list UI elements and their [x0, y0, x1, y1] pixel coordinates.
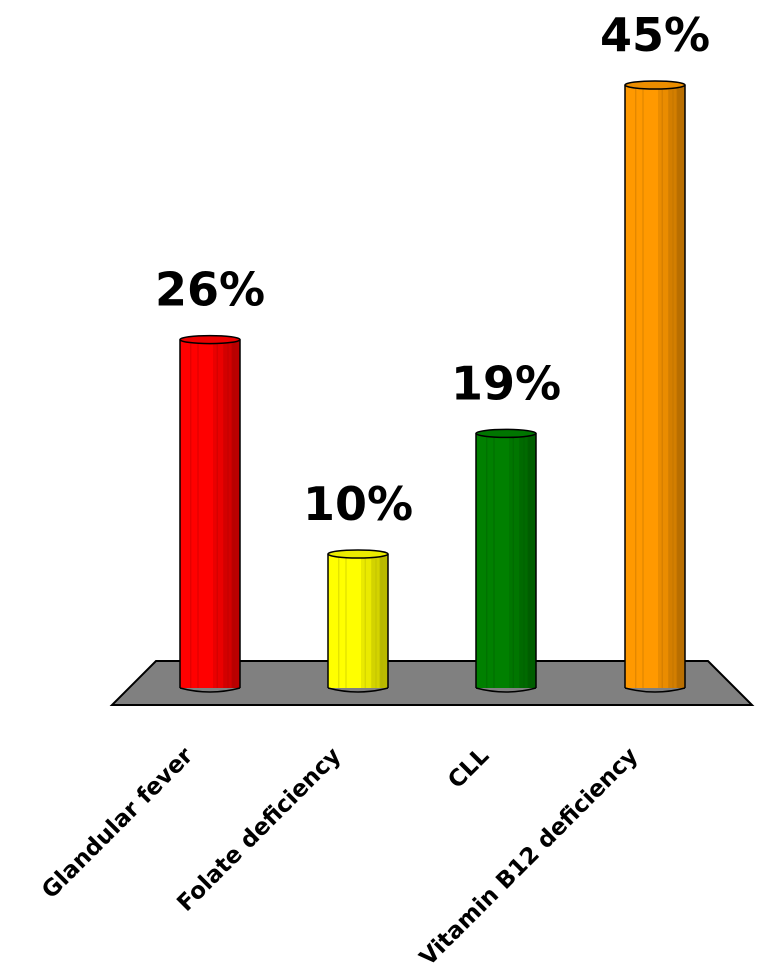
bar-1 — [179, 334, 241, 693]
chart-floor — [109, 660, 755, 706]
category-label-2: Folate deficiency — [172, 743, 346, 917]
value-label-3: 19% — [451, 356, 561, 410]
bar-2 — [327, 549, 389, 693]
value-label-1: 26% — [155, 263, 265, 317]
category-label-1: Glandular fever — [37, 742, 199, 904]
bar-4 — [624, 80, 686, 693]
bar-3 — [475, 428, 537, 693]
category-label-3: CLL — [443, 743, 494, 794]
value-label-2: 10% — [303, 477, 413, 531]
value-label-4: 45% — [600, 8, 710, 62]
